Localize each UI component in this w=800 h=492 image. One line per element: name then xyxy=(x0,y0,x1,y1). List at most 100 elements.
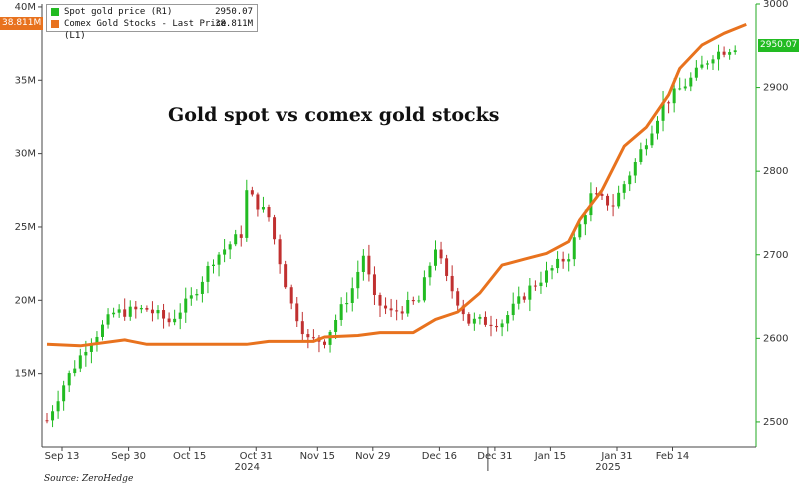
candle-body xyxy=(572,237,576,260)
candle-body xyxy=(350,288,354,303)
candle-body xyxy=(95,336,99,345)
x-tick-label: Feb 14 xyxy=(656,451,690,462)
candle-body xyxy=(583,215,587,225)
candle-body xyxy=(434,249,437,266)
candle-body xyxy=(639,149,643,162)
left-tick-label: 35M xyxy=(15,75,36,86)
right-tick-label: 2700 xyxy=(763,250,788,261)
candle-body xyxy=(84,351,88,356)
chart-title: Gold spot vs comex gold stocks xyxy=(168,104,500,126)
candle-body xyxy=(561,258,565,262)
candle-body xyxy=(733,50,737,53)
candle-body xyxy=(289,287,293,304)
candle-body xyxy=(345,302,349,305)
candle-body xyxy=(206,265,210,282)
candle-body xyxy=(495,325,499,328)
legend-value: 2950.07 xyxy=(215,7,253,17)
candle-body xyxy=(539,282,543,287)
candle-body xyxy=(528,285,532,300)
left-tick-label: 40M xyxy=(15,2,36,13)
candle-body xyxy=(705,63,709,65)
candle-body xyxy=(422,277,426,301)
candle-body xyxy=(295,303,299,322)
candle-body xyxy=(439,249,443,259)
candle-body xyxy=(628,175,632,185)
candle-body xyxy=(622,184,626,193)
x-tick-label: Sep 13 xyxy=(45,451,80,462)
candle-body xyxy=(361,255,365,272)
candle-body xyxy=(284,264,288,288)
candle-body xyxy=(112,312,116,315)
candle-body xyxy=(178,312,182,319)
candle-body xyxy=(700,64,704,68)
candle-body xyxy=(467,314,471,324)
candle-body xyxy=(123,309,127,317)
legend-label: Spot gold price (R1) xyxy=(64,7,173,17)
legend: Spot gold price (R1) 2950.07 Comex Gold … xyxy=(46,4,258,41)
right-tick-label: 2600 xyxy=(763,333,788,344)
candle-body xyxy=(594,193,598,195)
candle-body xyxy=(417,300,421,302)
candle-body xyxy=(73,368,77,374)
candle-body xyxy=(273,217,277,240)
candle-body xyxy=(356,271,360,289)
candle-body xyxy=(67,373,71,386)
candle-body xyxy=(339,304,343,320)
candle-body xyxy=(184,298,188,313)
candle-body xyxy=(606,195,610,206)
x-tick-label: Jan 15 xyxy=(534,451,566,462)
right-tick-label: 2900 xyxy=(763,83,788,94)
candle-body xyxy=(694,67,698,78)
spot-gold-series xyxy=(45,44,737,428)
candle-body xyxy=(106,314,110,325)
candle-body xyxy=(306,334,310,338)
left-tick-label: 25M xyxy=(15,222,36,233)
legend-label: Comex Gold Stocks - Last Price (L1) xyxy=(64,19,227,41)
candle-body xyxy=(400,311,404,314)
candle-body xyxy=(411,300,415,302)
candle-body xyxy=(389,308,393,311)
right-axis: 2500 2600 2700 2800 2900 3000 xyxy=(755,0,788,447)
candle-body xyxy=(212,264,215,266)
candle-body xyxy=(261,207,265,210)
candle-body xyxy=(611,205,615,207)
candle-body xyxy=(728,52,732,55)
right-tick-label: 2500 xyxy=(763,417,788,428)
candle-body xyxy=(445,258,449,276)
candle-body xyxy=(117,309,121,313)
candle-body xyxy=(633,161,637,176)
candle-body xyxy=(428,265,432,278)
year-label: 2024 xyxy=(235,462,260,473)
candle-body xyxy=(189,295,193,299)
x-axis: Sep 13 Sep 30 Oct 15 Oct 31 Nov 15 Nov 29 Dec … xyxy=(42,446,756,473)
candle-body xyxy=(51,411,55,421)
source-note: Source: ZeroHedge xyxy=(44,474,134,484)
candle-body xyxy=(167,318,171,323)
candle-body xyxy=(711,59,715,64)
candle-body xyxy=(128,306,132,317)
candle-body xyxy=(139,307,143,310)
left-tick-label: 15M xyxy=(15,369,36,380)
last-value-tag-stocks: 38.811M xyxy=(0,17,44,31)
stocks-line xyxy=(46,23,747,348)
candle-body xyxy=(372,274,376,295)
candle-body xyxy=(722,51,726,55)
candle-body xyxy=(101,324,104,337)
candle-body xyxy=(672,88,676,104)
legend-swatch-green xyxy=(51,8,59,16)
candle-body xyxy=(689,77,693,87)
candle-body xyxy=(384,305,388,309)
candle-body xyxy=(267,207,271,218)
right-tick-label: 2800 xyxy=(763,166,788,177)
candle-body xyxy=(234,234,238,245)
candle-body xyxy=(245,190,249,238)
candle-body xyxy=(378,294,382,306)
candle-body xyxy=(661,102,665,121)
candle-body xyxy=(134,306,138,310)
candle-body xyxy=(500,323,504,328)
candle-body xyxy=(300,321,304,335)
candle-body xyxy=(150,309,154,314)
candle-body xyxy=(406,300,410,314)
candle-body xyxy=(323,341,326,345)
candle-body xyxy=(89,344,93,352)
